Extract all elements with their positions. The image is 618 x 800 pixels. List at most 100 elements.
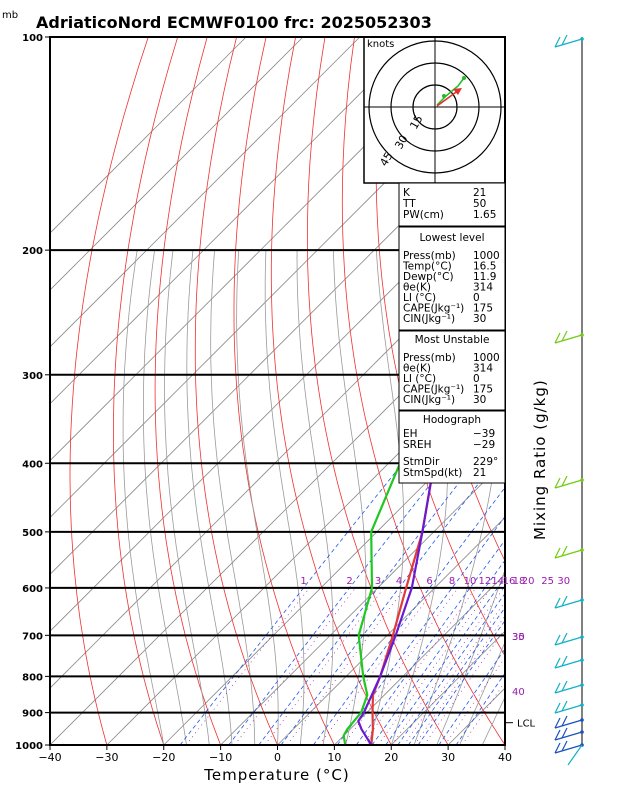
wind-barb-flag (561, 700, 568, 712)
index-text: CIN(Jkg⁻¹) (403, 313, 455, 325)
wind-barb-flag (554, 634, 561, 646)
index-text: K (403, 187, 411, 199)
wind-barb-flag (554, 729, 561, 741)
wind-barb-flag (561, 680, 568, 692)
background-lines (50, 37, 505, 745)
pressure-tick-label: 700 (22, 631, 43, 642)
wind-barb-flag (561, 34, 568, 46)
mixing-ratio-label: 8 (449, 576, 455, 587)
index-text: CAPE(Jkg⁻¹) (403, 303, 464, 315)
wind-barb-flag (561, 727, 568, 739)
wind-barb-staff (554, 479, 583, 489)
wind-barb-staff (554, 334, 583, 344)
pressure-tick-label: 400 (22, 459, 43, 470)
pressure-unit-label: mb (2, 10, 18, 21)
moist-adiabat (186, 250, 233, 745)
index-text: θe(K) (403, 282, 431, 294)
pressure-tick-label: 600 (22, 584, 43, 595)
dry-adiabat (154, 37, 221, 745)
hodograph-ticks (368, 40, 502, 174)
temperature-tick-label: 30 (441, 751, 455, 764)
index-text: LI (°C) (403, 292, 436, 304)
wind-barb-staff (554, 719, 583, 729)
index-text: −39 (473, 428, 495, 440)
index-text: 1.65 (473, 209, 496, 221)
dry-adiabat (194, 37, 278, 745)
mixing-ratio-line (417, 619, 505, 745)
wind-barb-staff (554, 38, 583, 48)
wind-barb-staff (554, 599, 583, 609)
index-text: StmDir (403, 456, 440, 468)
isotherm (50, 175, 505, 632)
index-text: 11.9 (473, 271, 496, 283)
wind-barb-flag (554, 717, 561, 729)
pressure-tick-label: 300 (22, 371, 43, 382)
isotherm (50, 232, 505, 689)
wind-barb-flag (561, 740, 568, 752)
mixing-ratio-line (438, 648, 505, 745)
x-axis-label: Temperature (°C) (203, 766, 349, 784)
hodograph-indices-box (398, 410, 506, 484)
index-text: 16.5 (473, 261, 496, 273)
wind-barb-flag (561, 632, 568, 644)
hodograph-ring-label-15: 15 (407, 113, 425, 132)
mixing-ratio-dotted (286, 587, 406, 745)
mixing-ratio-dotted (234, 587, 356, 745)
mixing-ratio-label: 12 (479, 576, 492, 587)
mixing-ratio-dotted (444, 656, 505, 745)
mixing-ratio-label: 30 (557, 576, 570, 587)
hodograph-unit-label: knots (367, 39, 394, 50)
pressure-tick-label: 1000 (15, 741, 43, 752)
wind-barb-flag (554, 477, 561, 489)
hodograph-ring-label-45: 45 (377, 150, 395, 169)
temperature-tick-label: −20 (152, 751, 175, 764)
isotherm (50, 37, 247, 234)
index-text: Most Unstable (415, 334, 490, 346)
thetae-label: 35 (512, 632, 525, 643)
pressure-tick-label: 800 (22, 672, 43, 683)
index-text: Press(mb) (403, 352, 456, 364)
wind-barb-staff (554, 731, 583, 741)
dry-adiabat (375, 37, 505, 657)
index-text: 0 (473, 373, 480, 385)
mixing-ratio-label: 3 (375, 576, 381, 587)
index-text: 229° (473, 456, 498, 468)
isotherm (50, 37, 418, 405)
wind-barb-flag (554, 702, 561, 714)
index-text: 30 (473, 313, 486, 325)
wind-barb-flag (561, 655, 568, 667)
index-text: PW(cm) (403, 209, 444, 221)
wind-barb-column (554, 34, 584, 766)
isotherm (163, 403, 505, 745)
index-text: CAPE(Jkg⁻¹) (403, 384, 464, 396)
temperature-tick-label: −40 (38, 751, 61, 764)
hodograph-trace-point (442, 94, 446, 98)
dry-adiabat (270, 37, 392, 745)
mixing-ratio-axis-label: Mixing Ratio (g/kg) (531, 379, 549, 540)
index-text: Lowest level (419, 232, 484, 244)
index-text: Dewp(°C) (403, 271, 454, 283)
lowest-level-box (398, 226, 506, 331)
mixing-ratio-dotted (185, 587, 310, 745)
index-text: Hodograph (423, 414, 481, 426)
index-text: EH (403, 428, 418, 440)
indices-box (398, 182, 506, 227)
wind-barb-flag (561, 545, 568, 557)
moist-adiabat (481, 696, 505, 745)
wind-barb-flag (554, 36, 561, 48)
mixing-ratio-line (408, 606, 505, 745)
index-text: 0 (473, 292, 480, 304)
index-text: LI (°C) (403, 373, 436, 385)
mixing-ratio-dotted (403, 601, 505, 745)
mixing-ratio-label: 10 (464, 576, 477, 587)
mixing-ratio-label: 16 (503, 576, 516, 587)
hodograph-trace (436, 77, 465, 106)
wind-barb-staff (554, 549, 583, 559)
mixing-ratio-label: 18 (513, 576, 526, 587)
pressure-tick-label: 200 (22, 246, 43, 257)
index-text: −29 (473, 439, 495, 451)
wind-barb-staff (554, 659, 583, 669)
isotherm (50, 37, 361, 348)
index-text: CIN(Jkg⁻¹) (403, 394, 455, 406)
